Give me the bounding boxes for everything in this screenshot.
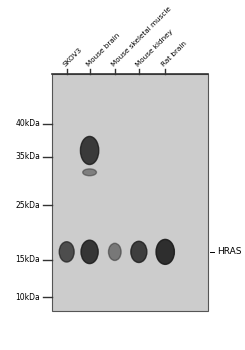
Ellipse shape <box>59 242 74 262</box>
Bar <box>52 74 208 311</box>
Text: 25kDa: 25kDa <box>16 201 40 210</box>
Text: Rat brain: Rat brain <box>161 40 188 68</box>
Text: HRAS: HRAS <box>217 247 241 257</box>
Ellipse shape <box>109 243 121 260</box>
Ellipse shape <box>83 169 97 176</box>
Text: 35kDa: 35kDa <box>15 152 40 161</box>
Text: Mouse kidney: Mouse kidney <box>135 28 174 68</box>
Text: 10kDa: 10kDa <box>16 293 40 302</box>
Ellipse shape <box>156 239 174 264</box>
Text: Mouse brain: Mouse brain <box>85 32 121 68</box>
Ellipse shape <box>81 240 98 264</box>
Text: SKOV3: SKOV3 <box>62 47 84 68</box>
Ellipse shape <box>80 136 99 164</box>
Text: 15kDa: 15kDa <box>16 255 40 264</box>
Ellipse shape <box>131 241 147 262</box>
Text: Mouse skeletal muscle: Mouse skeletal muscle <box>110 6 173 68</box>
Text: 40kDa: 40kDa <box>15 119 40 128</box>
